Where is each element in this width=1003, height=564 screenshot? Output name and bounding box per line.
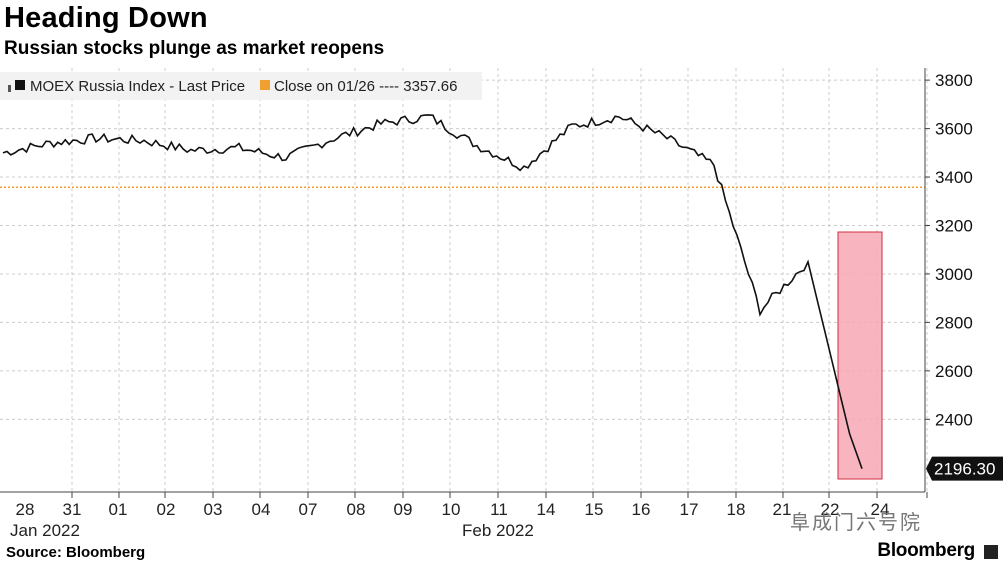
legend-label-close: Close on 01/26 ---- 3357.66: [274, 78, 457, 95]
y-tick-label: 2400: [935, 410, 973, 429]
legend-swatch-icon: [260, 80, 270, 90]
x-tick-label: 16: [632, 500, 651, 519]
x-tick-label: 18: [727, 500, 746, 519]
legend-label-moex: MOEX Russia Index - Last Price: [30, 78, 245, 95]
last-value-label: 2196.30: [934, 460, 995, 479]
last-value-badge-shape: [926, 456, 1003, 481]
x-tick-label: 17: [680, 500, 699, 519]
x-tick-label: 28: [16, 500, 35, 519]
legend-marker-icon: [8, 85, 11, 92]
legend-item-close: Close on 01/26 ---- 3357.66: [260, 78, 457, 95]
legend-swatch-icon: [15, 80, 25, 90]
y-tick-label: 2600: [935, 362, 973, 381]
y-tick-label: 2800: [935, 313, 973, 332]
x-tick-label: 15: [585, 500, 604, 519]
x-tick-label: 01: [109, 500, 128, 519]
y-tick-label: 3400: [935, 168, 973, 187]
y-axis-ticks: 2400 2600 2800 3000 3200 3400 3600 3800: [925, 71, 973, 429]
x-tick-label: 10: [442, 500, 461, 519]
grid: [0, 68, 928, 492]
x-tick-label: 02: [157, 500, 176, 519]
y-tick-label: 3200: [935, 216, 973, 235]
brand-icon: [984, 545, 998, 559]
x-tick-label: 11: [490, 500, 508, 519]
x-tick-label: 07: [299, 500, 318, 519]
x-tick-label: 14: [537, 500, 556, 519]
chart-subtitle: Russian stocks plunge as market reopens: [4, 38, 385, 59]
x-tick-label: 21: [773, 500, 792, 519]
x-group-label: Jan 2022: [10, 521, 80, 540]
brand-logo: Bloomberg: [877, 540, 975, 561]
x-tick-label: 04: [252, 500, 271, 519]
legend-item-moex: MOEX Russia Index - Last Price: [8, 78, 245, 95]
watermark: 阜成门六号院: [790, 512, 922, 534]
x-tick-label: 31: [63, 500, 82, 519]
x-tick-label: 08: [347, 500, 366, 519]
x-tick-label: 22: [821, 500, 840, 519]
legend-background: [0, 72, 482, 100]
highlight-region: [837, 231, 883, 480]
x-tick-label: 03: [204, 500, 223, 519]
y-tick-label: 3600: [935, 120, 973, 139]
x-tick-label: 09: [394, 500, 413, 519]
source-note: Source: Bloomberg: [6, 544, 146, 561]
price-series-line: [2, 114, 863, 469]
x-group-label: Feb 2022: [462, 521, 534, 540]
last-value-badge: 2196.30: [926, 456, 1003, 481]
y-tick-label: 3800: [935, 71, 973, 90]
x-axis-ticks: 28 31 01 02 03 04 07 08 09 10 11 14 15 16 17 18 21 22 24 Ja…: [10, 492, 928, 540]
chart-title: Heading Down: [4, 2, 208, 34]
x-tick-label: 24: [871, 500, 890, 519]
y-tick-label: 3000: [935, 265, 973, 284]
legend: MOEX Russia Index - Last Price Close on …: [0, 72, 482, 100]
